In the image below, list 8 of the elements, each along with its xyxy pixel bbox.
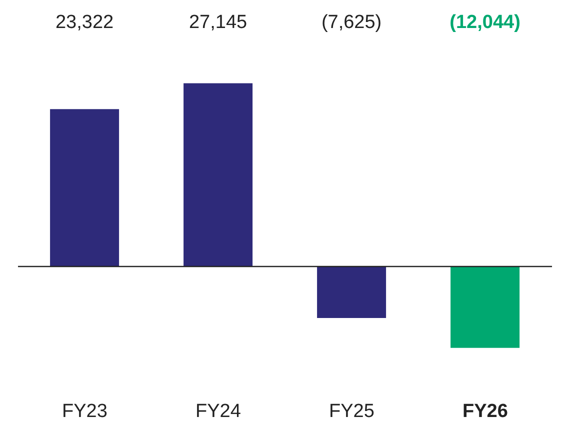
data-label: 27,145 xyxy=(188,12,248,33)
x-tick-label: FY25 xyxy=(329,401,374,422)
x-tick-label: FY24 xyxy=(196,401,242,422)
data-label: (7,625) xyxy=(321,12,382,33)
data-label: 23,322 xyxy=(55,12,114,33)
x-tick-label: FY26 xyxy=(462,401,508,422)
data-label: (12,044) xyxy=(450,12,520,33)
x-tick-label: FY23 xyxy=(62,401,108,422)
